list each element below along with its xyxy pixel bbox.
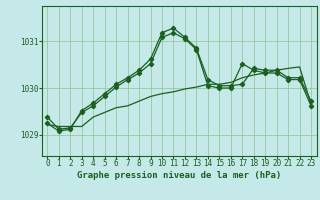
X-axis label: Graphe pression niveau de la mer (hPa): Graphe pression niveau de la mer (hPa) <box>77 171 281 180</box>
